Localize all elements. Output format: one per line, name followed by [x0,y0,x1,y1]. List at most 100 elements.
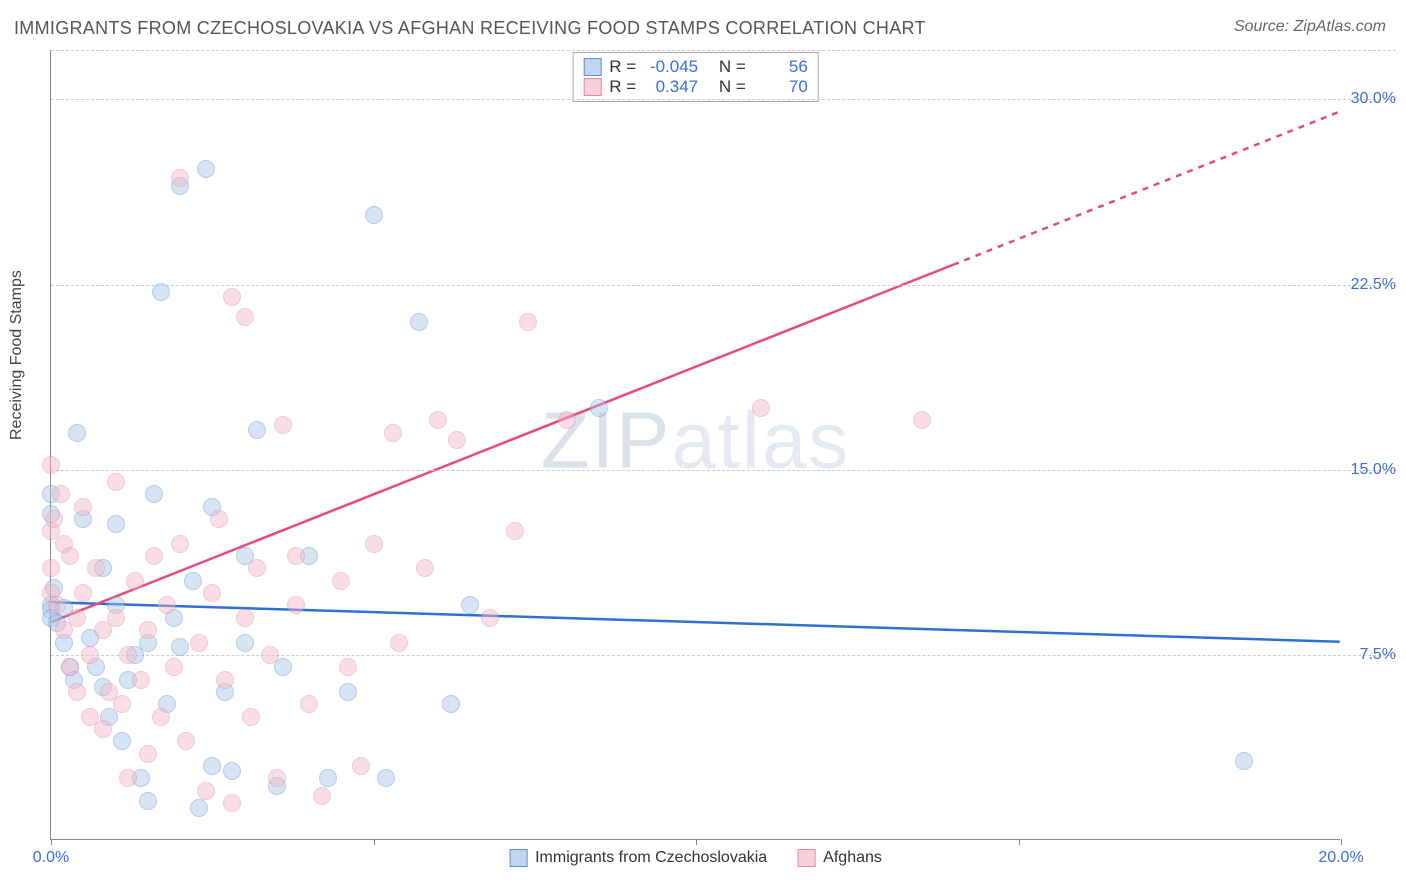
r-label: R = [609,57,636,77]
plot-area: ZIPatlas R = -0.045 N = 56 R = 0.347 N =… [50,50,1340,840]
data-point-pink [171,535,189,553]
data-point-pink [45,510,63,528]
swatch-pink [583,78,601,96]
data-point-pink [752,399,770,417]
data-point-pink [107,609,125,627]
ytick-label: 22.5% [1344,276,1396,294]
data-point-pink [87,559,105,577]
data-point-pink [416,559,434,577]
data-point-pink [190,634,208,652]
data-point-pink [197,782,215,800]
swatch-blue [509,849,527,867]
legend-item-blue: Immigrants from Czechoslovakia [509,849,767,867]
data-point-pink [94,720,112,738]
r-value-pink: 0.347 [644,77,698,97]
data-point-pink [165,658,183,676]
data-point-pink [300,695,318,713]
data-point-blue [377,769,395,787]
n-value-blue: 56 [754,57,808,77]
data-point-pink [223,794,241,812]
xtick [1019,839,1020,845]
data-point-blue [365,206,383,224]
gridline-h [51,655,1396,656]
data-point-pink [81,646,99,664]
watermark: ZIPatlas [541,394,850,486]
data-point-blue [145,485,163,503]
data-point-blue [107,515,125,533]
y-axis-label: Receiving Food Stamps [8,270,26,440]
data-point-pink [203,584,221,602]
xtick-label: 20.0% [1318,849,1363,867]
data-point-pink [365,535,383,553]
data-point-blue [184,572,202,590]
data-point-pink [913,411,931,429]
data-point-pink [61,658,79,676]
data-point-pink [210,510,228,528]
gridline-h [51,285,1396,286]
legend-label-pink: Afghans [823,849,882,867]
data-point-pink [506,522,524,540]
xtick-label: 0.0% [33,849,69,867]
r-value-blue: -0.045 [644,57,698,77]
data-point-pink [236,308,254,326]
r-label: R = [609,77,636,97]
data-point-pink [52,485,70,503]
xtick [374,839,375,845]
n-value-pink: 70 [754,77,808,97]
data-point-pink [242,708,260,726]
data-point-pink [126,572,144,590]
chart-title: IMMIGRANTS FROM CZECHOSLOVAKIA VS AFGHAN… [14,18,926,39]
data-point-pink [113,695,131,713]
xtick [51,839,52,845]
data-point-pink [268,769,286,787]
data-point-blue [171,638,189,656]
ytick-label: 7.5% [1344,646,1396,664]
n-label: N = [719,77,746,97]
data-point-blue [248,421,266,439]
data-point-blue [139,792,157,810]
gridline-h [51,99,1396,100]
data-point-pink [74,498,92,516]
data-point-pink [145,547,163,565]
data-point-pink [287,547,305,565]
data-point-pink [139,745,157,763]
correlation-chart: IMMIGRANTS FROM CZECHOSLOVAKIA VS AFGHAN… [0,0,1406,892]
data-point-blue [590,399,608,417]
data-point-blue [339,683,357,701]
data-point-pink [132,671,150,689]
data-point-blue [442,695,460,713]
stats-row-pink: R = 0.347 N = 70 [583,77,808,97]
data-point-blue [203,757,221,775]
data-point-pink [448,431,466,449]
source-label: Source: ZipAtlas.com [1234,18,1386,36]
data-point-pink [152,708,170,726]
data-point-pink [61,547,79,565]
data-point-pink [216,671,234,689]
swatch-pink [797,849,815,867]
data-point-blue [152,283,170,301]
data-point-pink [74,584,92,602]
data-point-blue [410,313,428,331]
data-point-pink [248,559,266,577]
data-point-pink [119,769,137,787]
data-point-pink [107,473,125,491]
data-point-pink [171,169,189,187]
data-point-pink [287,596,305,614]
legend-label-blue: Immigrants from Czechoslovakia [535,849,767,867]
data-point-blue [319,769,337,787]
data-point-pink [68,683,86,701]
legend-item-pink: Afghans [797,849,882,867]
ytick-label: 30.0% [1344,90,1396,108]
data-point-blue [1235,752,1253,770]
swatch-blue [583,58,601,76]
data-point-pink [519,313,537,331]
data-point-pink [481,609,499,627]
xtick [696,839,697,845]
data-point-blue [68,424,86,442]
data-point-pink [236,609,254,627]
data-point-blue [113,732,131,750]
data-point-blue [197,160,215,178]
gridline-h [51,470,1396,471]
data-point-pink [332,572,350,590]
data-point-pink [313,787,331,805]
